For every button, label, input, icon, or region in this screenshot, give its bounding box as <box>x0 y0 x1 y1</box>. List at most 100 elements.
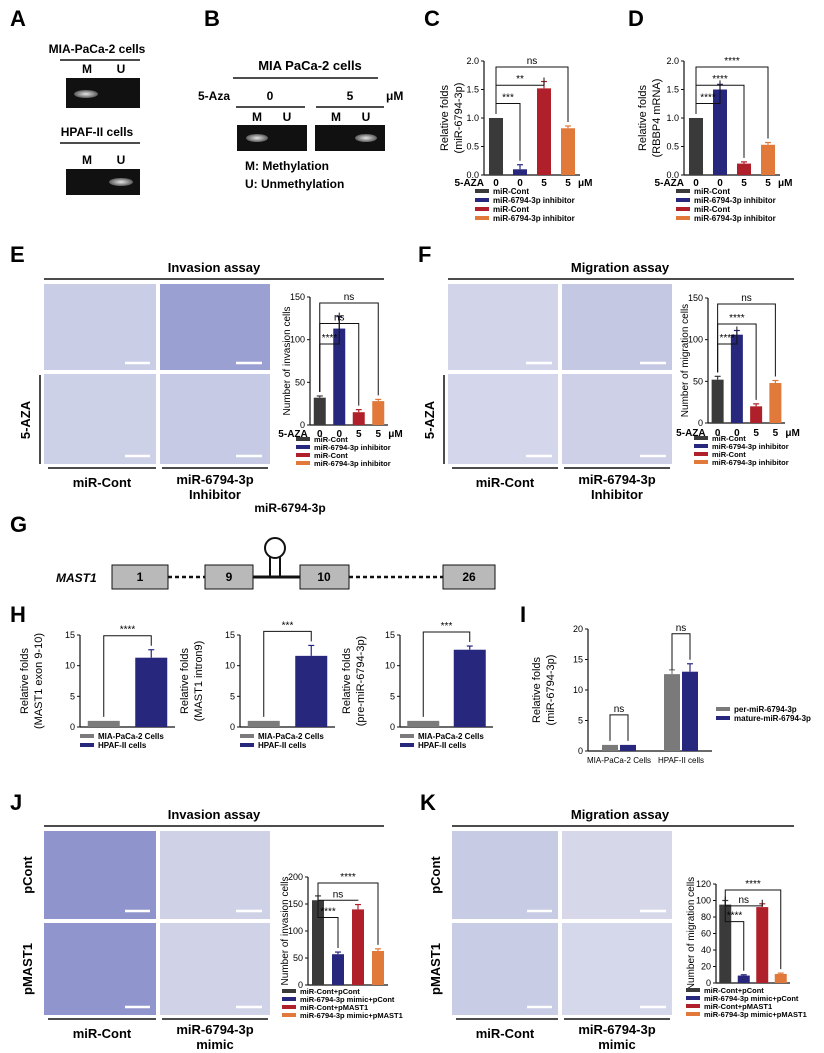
significance-bracket <box>724 896 763 907</box>
y-tick-label: 0 <box>300 420 305 430</box>
x-unit-label: μM <box>778 178 792 189</box>
y-axis-label: Number of migration cells <box>680 304 691 417</box>
legend-label: MIA-PaCa-2 Cells <box>98 732 164 741</box>
panel-e-title: Invasion assay <box>168 260 261 275</box>
y-tick-label: 5 <box>70 691 75 701</box>
bar <box>602 744 618 751</box>
legend-label: miR-6794-3p mimic+pCont <box>704 994 799 1003</box>
gel-band <box>74 90 98 98</box>
bar <box>453 649 486 727</box>
panel-g-gene-diagram: miR-6794-3p MAST1 1 9 10 26 <box>56 501 496 590</box>
panel-letter-h: H <box>10 602 26 627</box>
panel-letter-c: C <box>424 6 440 31</box>
y-axis-label: (MAST1 exon 9-10) <box>33 633 45 729</box>
x-row-label: 5-AZA <box>655 178 684 189</box>
micrograph-panel <box>448 284 558 370</box>
exon-box <box>204 564 254 590</box>
legend-swatch <box>686 996 700 1000</box>
panel-letter-k: K <box>420 790 436 815</box>
panel-b-legend-u: U: Unmethylation <box>245 177 344 191</box>
bar <box>372 950 384 985</box>
panel-e-row-label: 5-AZA <box>18 400 33 439</box>
y-tick-label: 100 <box>688 335 703 345</box>
legend-label: miR-Cont+pMAST1 <box>300 1003 368 1012</box>
y-axis-label: (RBBP4 mRNA) <box>651 79 663 158</box>
bar <box>682 671 698 751</box>
y-tick-label: 5 <box>390 691 395 701</box>
significance-label: **** <box>340 872 356 883</box>
panel-f-images: Migration assay 5-AZA miR-Cont miR-6794-… <box>422 260 794 502</box>
x-tick-label: 5 <box>753 428 759 439</box>
bar <box>737 975 750 983</box>
bar <box>719 904 732 983</box>
legend-swatch <box>676 207 690 211</box>
exon-label: 9 <box>226 570 233 584</box>
x-tick-label: 0 <box>715 428 721 439</box>
panel-e-col1: miR-Cont <box>73 475 132 490</box>
legend-label: miR-Cont <box>493 205 529 214</box>
significance-label: **** <box>322 333 338 344</box>
panel-j-title: Invasion assay <box>168 807 261 822</box>
bar <box>711 379 724 423</box>
legend-label: mature-miR-6794-3p <box>734 714 811 723</box>
legend-label: miR-Cont+pCont <box>300 987 360 996</box>
y-tick-label: 15 <box>573 655 583 665</box>
gel-band <box>246 134 268 142</box>
legend-swatch <box>716 716 730 720</box>
significance-bracket <box>695 66 769 139</box>
legend-label: miR-Cont <box>314 451 348 460</box>
bar <box>713 89 727 175</box>
legend-swatch <box>694 436 708 440</box>
significance-label: **** <box>727 911 743 922</box>
significance-label: ns <box>344 292 355 303</box>
bar <box>372 401 385 425</box>
x-unit-label: μM <box>578 178 592 189</box>
y-axis-label: Number of invasion cells <box>282 307 293 416</box>
x-unit-label: μM <box>785 428 799 439</box>
y-tick-label: 1.0 <box>466 113 479 123</box>
y-tick-label: 1.5 <box>466 85 479 95</box>
y-tick-label: 0.5 <box>666 142 679 152</box>
panel-b-m-label-2: M <box>331 110 341 124</box>
significance-label: **** <box>729 313 745 324</box>
y-tick-label: 10 <box>65 661 75 671</box>
legend-swatch <box>676 198 690 202</box>
legend-swatch <box>240 743 254 747</box>
significance-label: ns <box>738 895 749 906</box>
legend-swatch <box>282 997 296 1001</box>
x-row-label: 5-AZA <box>455 178 484 189</box>
x-tick-label: 5 <box>773 428 779 439</box>
legend-swatch <box>296 453 310 457</box>
legend-swatch <box>400 734 414 738</box>
significance-label: ns <box>334 312 345 323</box>
legend-label: miR-6794-3p inhibitor <box>314 443 391 452</box>
panel-letter-g: G <box>10 512 27 537</box>
legend-swatch <box>400 743 414 747</box>
x-tick-label: 5 <box>375 429 381 440</box>
bar <box>247 720 280 727</box>
x-category-label: HPAF-II cells <box>658 756 704 765</box>
panel-k-col2b: mimic <box>598 1037 636 1052</box>
panel-letter-b: B <box>204 6 220 31</box>
panel-b-legend-m: M: Methylation <box>245 159 329 173</box>
y-tick-label: 0 <box>230 722 235 732</box>
significance-label: ** <box>516 74 524 85</box>
y-axis-label: (pre-miR-6794-3p) <box>355 636 367 726</box>
panel-letter-a: A <box>10 6 26 31</box>
panel-b-dose-5: 5 <box>347 89 354 103</box>
y-tick-label: 0 <box>706 978 711 988</box>
significance-bracket <box>103 635 152 717</box>
y-axis-label: Relative folds <box>341 647 353 714</box>
bar <box>135 657 168 727</box>
significance-label: *** <box>441 621 453 632</box>
x-tick-label: 0 <box>493 178 499 189</box>
panel-b-aza-label: 5-Aza <box>198 89 230 103</box>
legend-swatch <box>686 988 700 992</box>
bar <box>537 88 551 175</box>
gel-band <box>355 134 377 142</box>
legend-swatch <box>282 1005 296 1009</box>
panel-letter-e: E <box>10 242 25 267</box>
significance-label: ns <box>333 889 344 900</box>
panel-letter-i: I <box>520 602 526 627</box>
